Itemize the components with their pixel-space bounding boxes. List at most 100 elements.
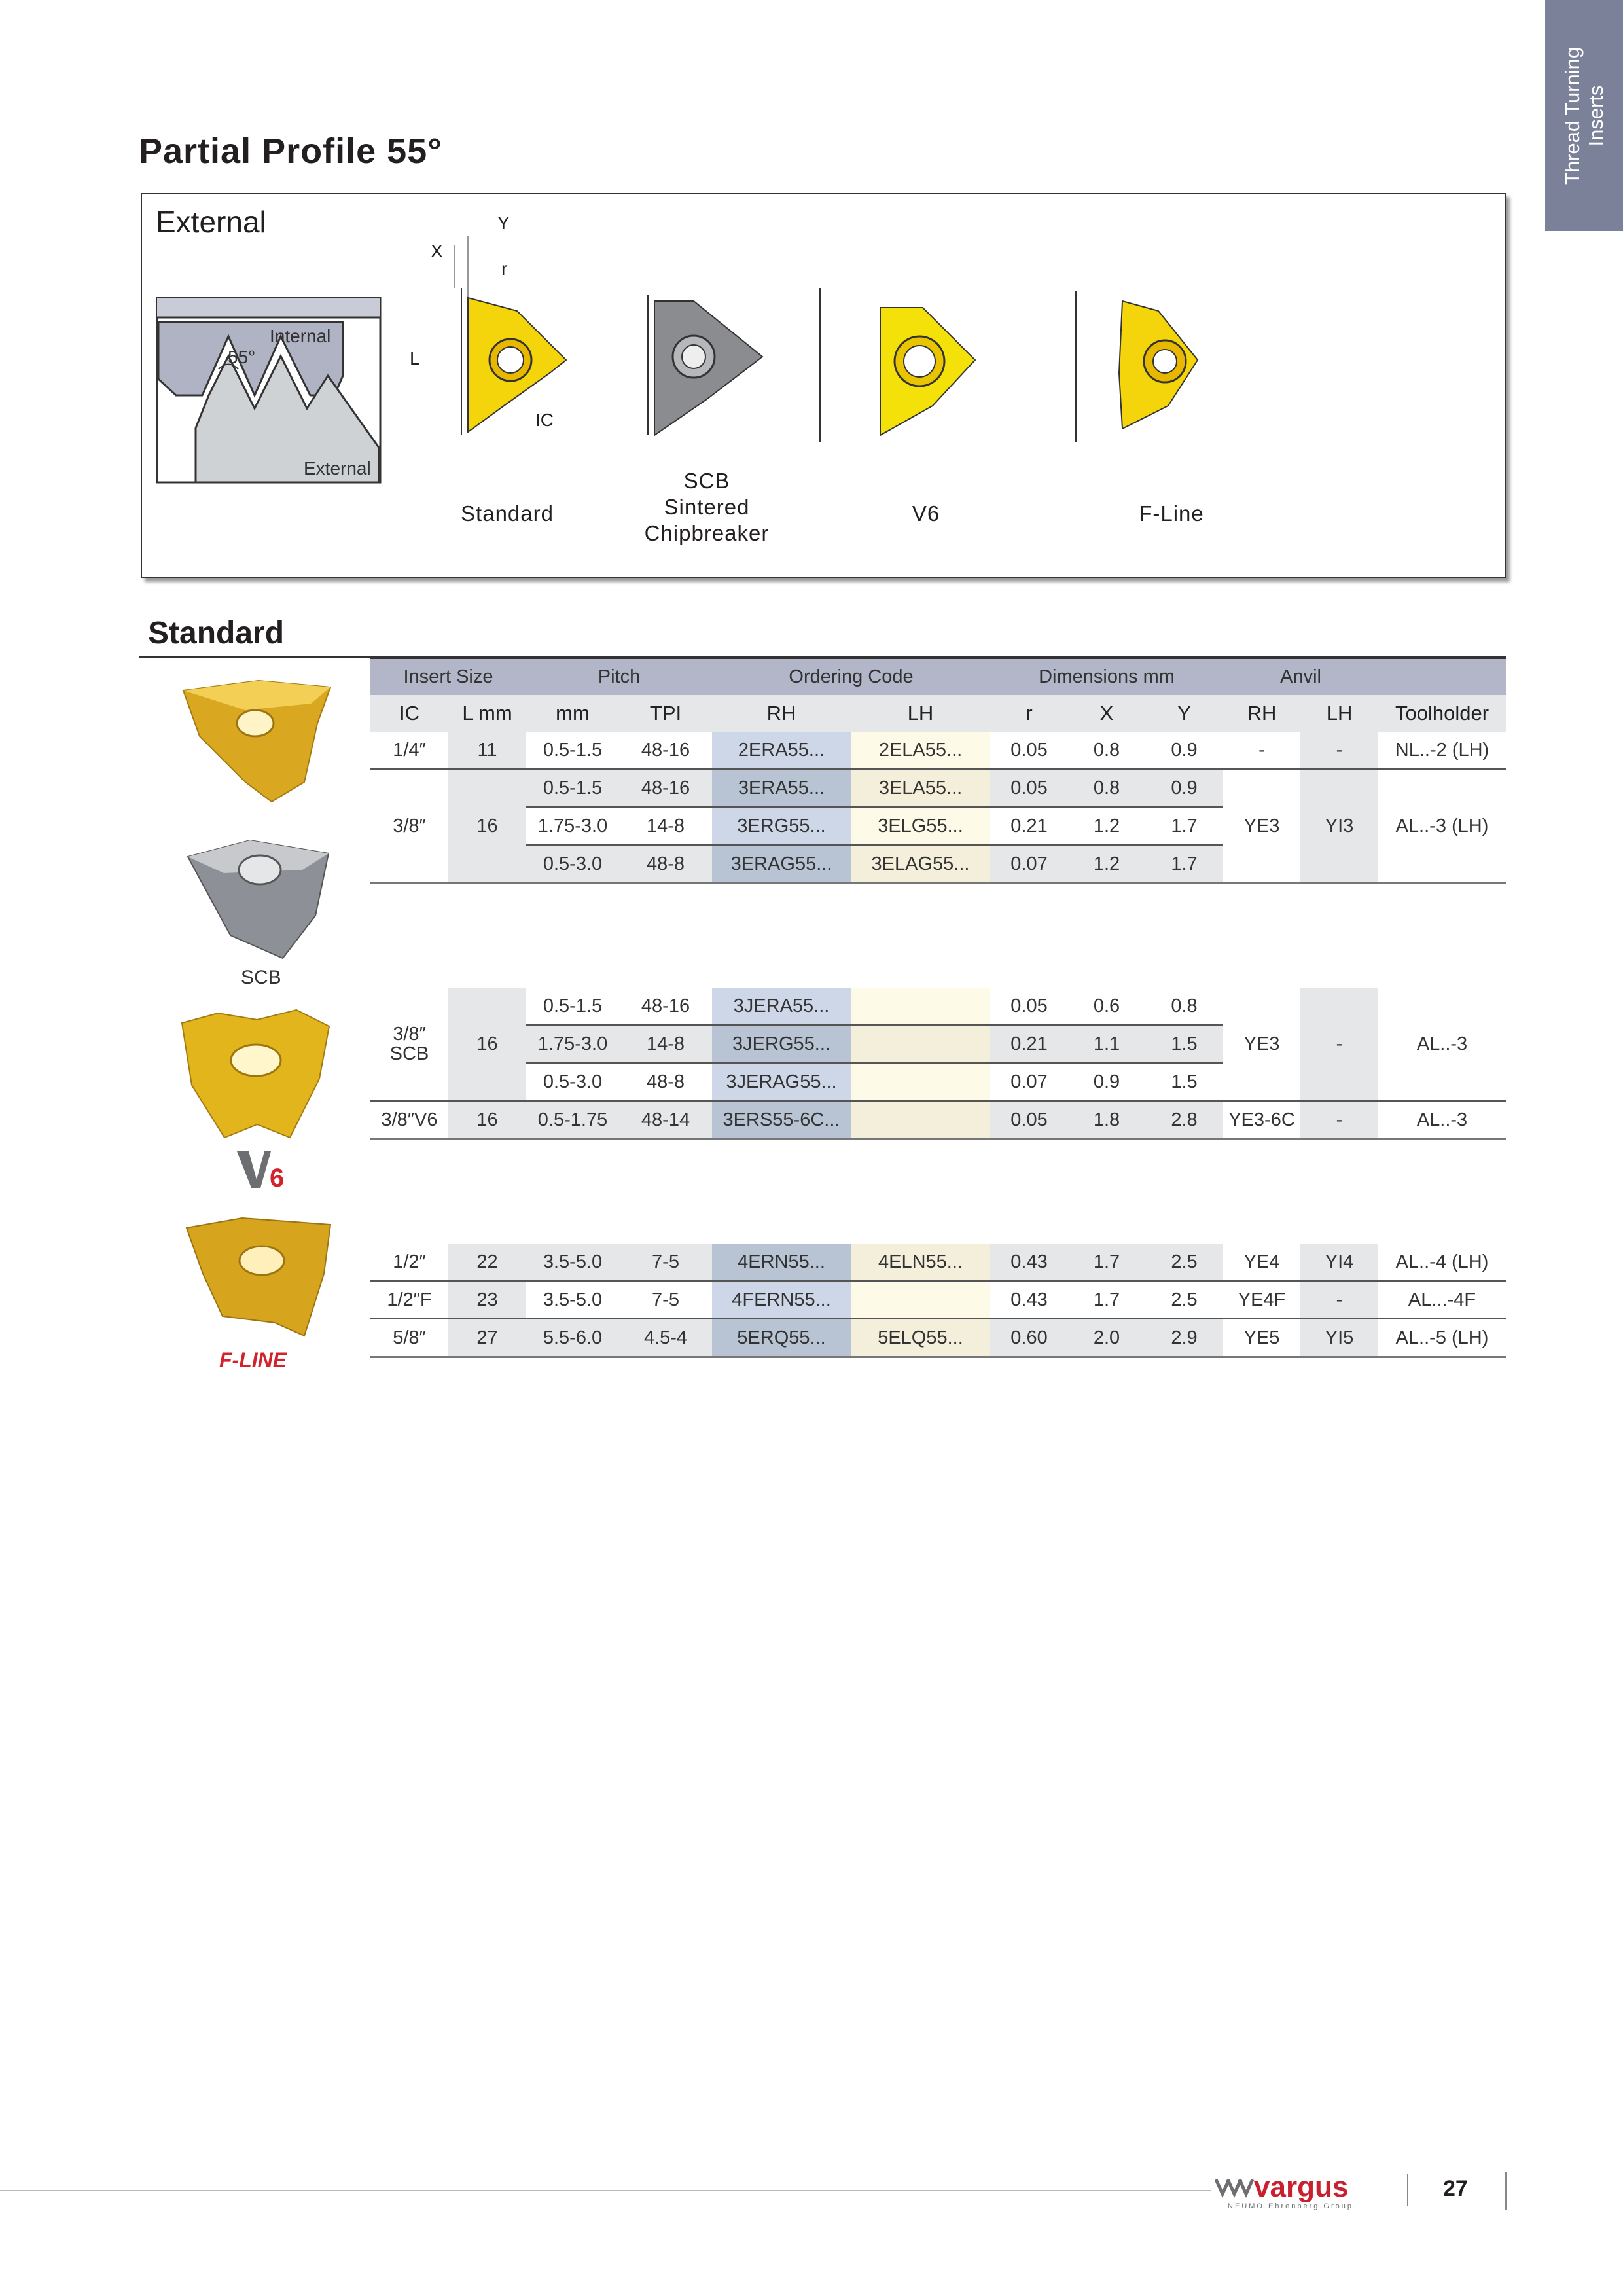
toolholder: AL..-3: [1378, 1100, 1506, 1139]
header-anvil: Anvil: [1223, 658, 1379, 695]
footer-divider: [1407, 2174, 1408, 2206]
dim-y: 1.5: [1145, 1024, 1223, 1063]
anvil-rh: YE3: [1243, 1033, 1280, 1054]
dim-x: 0.9: [1068, 1062, 1145, 1101]
ordering-code-lh: [851, 988, 990, 1025]
dim-y: 2.8: [1145, 1100, 1223, 1139]
f-line-insert-diagram-icon: [1075, 291, 1199, 442]
insert-size-ic: 3/8″ SCB: [389, 1024, 429, 1064]
section-title: Standard: [148, 616, 285, 651]
insert-table-block: 3/8″ SCB 16 0.5-1.5 48-16 3JERA55... 0.05 0.6 0…: [370, 988, 1506, 1140]
ordering-code-lh: [851, 1100, 990, 1139]
scb-insert-photo-icon: [187, 839, 330, 960]
insert-length: 22: [448, 1244, 526, 1281]
profile-box: [141, 193, 1506, 578]
anvil-rh: YE4F: [1223, 1280, 1300, 1319]
dim-y: 0.8: [1171, 995, 1198, 1016]
pitch-tpi: 7-5: [619, 1280, 712, 1319]
type-label-scb: SCB Sintered Chipbreaker: [644, 469, 770, 545]
footer-divider-right: [1505, 2172, 1507, 2210]
insert-length: 23: [448, 1280, 526, 1319]
dim-x: 1.7: [1068, 1280, 1145, 1319]
dim-x: 0.8: [1068, 768, 1145, 807]
toolholder: AL..-5 (LH): [1378, 1318, 1506, 1357]
dim-x-label: X: [431, 241, 443, 261]
insert-size-ic: 3/8″V6: [370, 1100, 448, 1139]
anvil-rh: -: [1258, 739, 1265, 761]
table-row: 5/8″ 27 5.5-6.0 4.5-4 5ERQ55... 5ELQ55... 0.60…: [370, 1318, 1506, 1357]
pitch-mm: 0.5-1.5: [543, 739, 603, 761]
insert-length: 16: [448, 1100, 526, 1139]
dim-y: 1.7: [1145, 806, 1223, 845]
section-divider: [139, 656, 1506, 658]
pitch-mm: 0.5-1.75: [526, 1100, 619, 1139]
dim-r: 0.07: [990, 844, 1068, 884]
standard-insert-diagram-icon: [454, 236, 567, 435]
column-header-8: Y: [1145, 695, 1224, 732]
ordering-code-lh: 5ELQ55...: [851, 1318, 990, 1357]
pitch-mm: 5.5-6.0: [526, 1318, 619, 1357]
pitch-tpi: 48-14: [619, 1100, 712, 1139]
thread-angle-label: 55°: [228, 347, 256, 367]
pitch-tpi: 48-16: [641, 739, 690, 761]
dim-y-label: Y: [497, 213, 510, 233]
header-blank: [1378, 658, 1507, 695]
insert-length: 27: [448, 1318, 526, 1357]
side-tab-line1: Thread Turning: [1560, 46, 1584, 185]
toolholder: NL..-2 (LH): [1395, 739, 1489, 761]
table-row: 1/4″ 11 0.5-1.5 48-16 2ERA55... 2ELA55... 0.05…: [370, 732, 1506, 769]
v6-logo: 6: [237, 1151, 284, 1189]
side-tab-line2: Inserts: [1584, 84, 1607, 147]
ordering-code-rh: 3ERS55-6C...: [712, 1100, 851, 1139]
table-row: 1/2″ 22 3.5-5.0 7-5 4ERN55... 4ELN55... 0.43 1.…: [370, 1244, 1506, 1281]
ordering-code-rh: 3ERG55...: [712, 806, 851, 845]
pitch-mm: 0.5-1.5: [543, 995, 603, 1016]
dim-x: 1.1: [1068, 1024, 1145, 1063]
column-header-7: X: [1068, 695, 1146, 732]
table-row: 1.75-3.0 14-8 3ERG55... 3ELG55... 0.21 1.2 1.7: [370, 806, 1506, 845]
column-header-0: IC: [370, 695, 448, 732]
dim-r: 0.05: [990, 768, 1068, 807]
ordering-code-lh: 4ELN55...: [851, 1244, 990, 1281]
ordering-code-rh: 3JERG55...: [712, 1024, 851, 1063]
thread-profile-diagram: [156, 297, 382, 484]
standard-insert-photo-icon: [182, 679, 332, 803]
toolholder: AL..-3: [1416, 1033, 1468, 1054]
dim-r: 0.21: [990, 1024, 1068, 1063]
anvil-lh: -: [1300, 988, 1378, 1101]
ordering-code-rh: 5ERQ55...: [712, 1318, 851, 1357]
pitch-mm: 0.5-3.0: [526, 844, 619, 884]
column-header-5: LH: [851, 695, 991, 732]
f-line-logo: F-LINE: [219, 1348, 287, 1372]
dim-r: 0.43: [990, 1280, 1068, 1319]
pitch-tpi: 48-8: [619, 844, 712, 884]
dim-x: 0.6: [1093, 995, 1120, 1016]
table-row: 3/8″V6 16 0.5-1.75 48-14 3ERS55-6C... 0.05 1.8…: [370, 1100, 1506, 1139]
svg-text:NEUMO Ehrenberg Group: NEUMO Ehrenberg Group: [1228, 2202, 1353, 2210]
table-top-rule: [370, 657, 1506, 659]
dim-l-label: L: [410, 348, 420, 368]
table-row: 3/8″ 16 0.5-1.5 48-16 3ERA55... 3ELA55... 0.05…: [370, 768, 1506, 884]
column-header-10: LH: [1300, 695, 1379, 732]
insert-table-block: 1/4″ 11 0.5-1.5 48-16 2ERA55... 2ELA55... 0.05…: [370, 732, 1506, 884]
toolholder: AL..-4 (LH): [1395, 1251, 1489, 1272]
scb-insert-diagram-icon: [647, 295, 764, 437]
ordering-code-lh: [851, 1024, 990, 1063]
pitch-tpi: 14-8: [619, 1024, 712, 1063]
header-ordering-code: Ordering Code: [712, 658, 991, 695]
header-pitch: Pitch: [526, 658, 713, 695]
header-dimensions: Dimensions mm: [990, 658, 1224, 695]
page-number: 27: [1443, 2176, 1468, 2201]
pitch-mm: 3.5-5.0: [526, 1280, 619, 1319]
dim-r: 0.43: [990, 1244, 1068, 1281]
pitch-mm: 1.75-3.0: [526, 806, 619, 845]
ordering-code-lh: 3ELAG55...: [851, 844, 990, 884]
ordering-code-rh: 3JERA55...: [712, 988, 851, 1025]
type-label-f-line: F-Line: [1139, 501, 1204, 526]
page-title: Partial Profile 55°: [139, 132, 442, 171]
dim-y: 0.9: [1145, 768, 1223, 807]
insert-size-ic: 1/2″F: [370, 1280, 448, 1319]
ordering-code-rh: 3ERA55...: [712, 768, 851, 807]
column-header-4: RH: [712, 695, 851, 732]
footer-rule: [0, 2190, 1211, 2191]
